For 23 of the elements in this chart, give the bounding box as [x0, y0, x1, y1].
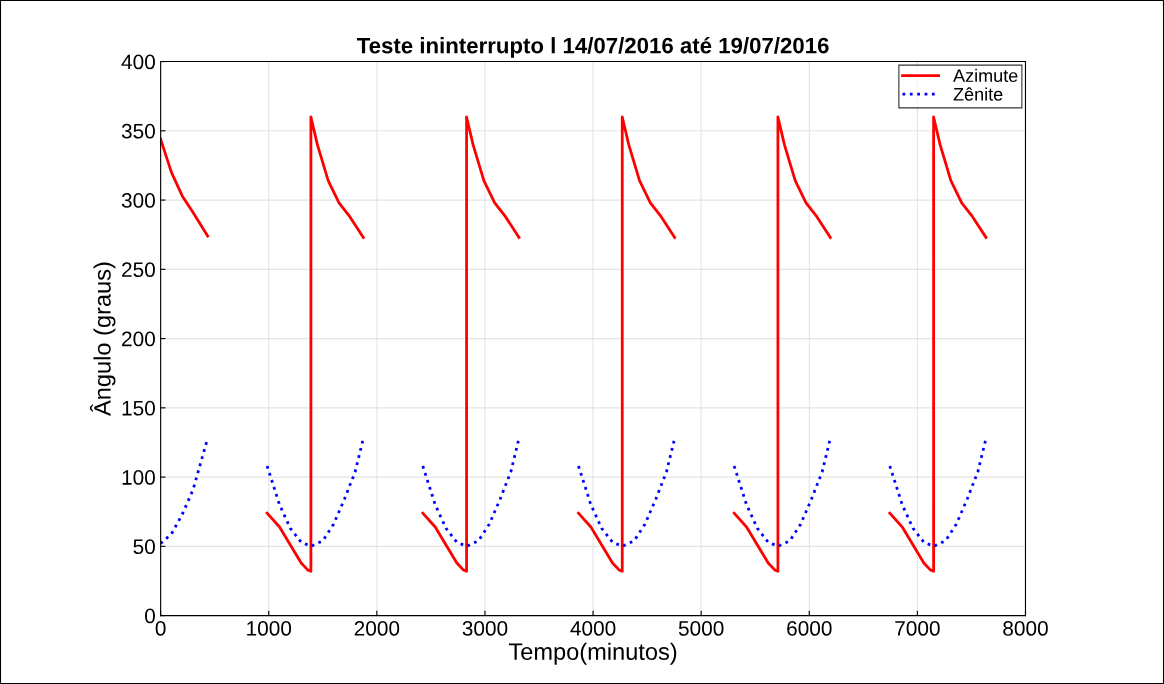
y-tick-label: 400 [121, 54, 155, 70]
x-tick-label: 7000 [895, 621, 940, 636]
legend-label: Zênite [953, 87, 1003, 101]
y-tick-label: 0 [145, 608, 155, 624]
x-tick-label: 8000 [1003, 621, 1048, 636]
x-tick-label: 2000 [354, 621, 400, 636]
x-tick-label: 4000 [570, 621, 616, 636]
y-tick-label: 350 [121, 123, 155, 139]
x-tick-label: 3000 [462, 621, 508, 636]
y-axis-title: Ângulo (graus) [89, 262, 116, 416]
chart-title: Teste ininterrupto l 14/07/2016 até 19/07/2016 [356, 36, 829, 58]
y-tick-label: 250 [122, 262, 155, 278]
y-tick-label: 150 [122, 400, 155, 416]
y-tick-label: 50 [133, 539, 155, 555]
x-tick-label: 1000 [247, 621, 292, 636]
legend-label: Azimute [953, 68, 1018, 83]
y-tick-label: 300 [121, 193, 155, 208]
x-axis-title: Tempo(minutos) [508, 642, 677, 665]
y-tick-label: 200 [122, 331, 155, 347]
x-tick-label: 6000 [787, 621, 832, 636]
x-tick-label: 5000 [678, 621, 724, 636]
y-tick-label: 100 [122, 470, 155, 485]
x-tick-label: 0 [155, 621, 166, 636]
